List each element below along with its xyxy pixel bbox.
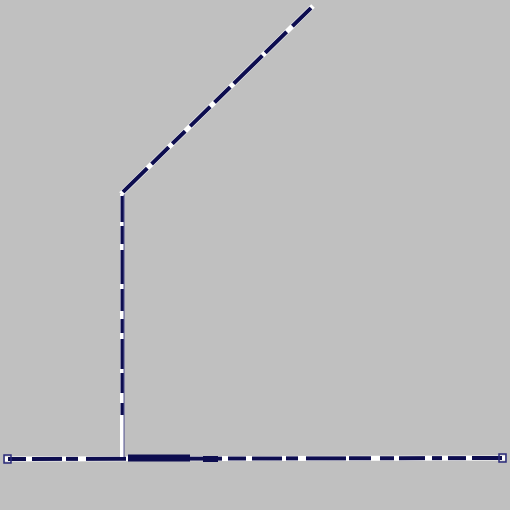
baseline-right-end-cap <box>498 453 507 463</box>
baseline-left-end-cap <box>3 454 12 464</box>
diagonal-stroke-group <box>119 4 315 196</box>
vertical-stroke-group <box>120 194 125 457</box>
baseline-dark <box>7 456 503 461</box>
diagonal-dark <box>121 6 313 194</box>
baseline-stroke-group <box>3 453 507 464</box>
